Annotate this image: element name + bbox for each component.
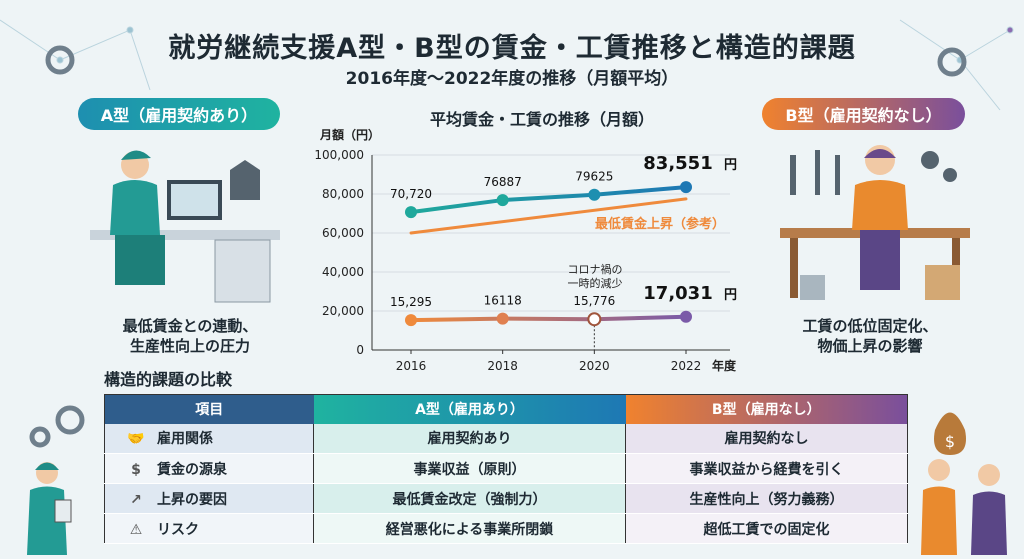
type-a-unit-label: 円 [724, 158, 737, 173]
row-type-a-value: 事業収益（原則） [313, 453, 626, 484]
type-a-data-label: 76887 [484, 175, 522, 189]
x-tick-label: 2022 [671, 359, 702, 373]
type-b-badge: B型（雇用契約なし） [762, 98, 965, 130]
type-b-unit-label: 円 [724, 288, 737, 303]
row-type-a-value: 経営悪化による事業所閉鎖 [313, 513, 626, 544]
y-tick-label: 60,000 [322, 226, 364, 240]
covid-annotation-line: 一時的減少 [568, 276, 623, 290]
type-b-data-point [587, 312, 602, 327]
type-b-data-label: 15,776 [573, 294, 615, 308]
office-worker-illustration [90, 150, 280, 303]
type-a-badge: A型（雇用契約あり） [78, 98, 280, 130]
row-item-label: リスク [157, 521, 199, 538]
type-a-data-label: 83,551 [643, 153, 712, 174]
type-a-series-line [409, 185, 688, 215]
type-b-data-point [680, 310, 692, 323]
type-b-data-point [496, 312, 509, 325]
type-a-caption-line: 生産性向上の圧力 [129, 337, 250, 355]
y-tick-label: 40,000 [322, 265, 364, 279]
type-a-data-label: 79625 [575, 170, 613, 184]
svg-text:$: $ [945, 432, 955, 451]
comparison-table: 項目 A型（雇用あり） B型（雇用なし） 🤝 雇用関係 雇用契約あり 雇用契約なし… [104, 394, 908, 544]
type-b-caption-line: 物価上昇の影響 [817, 337, 923, 355]
type-b-caption: 工賃の低位固定化、 物価上昇の影響 [770, 316, 970, 356]
header-type-b: B型（雇用なし） [625, 394, 908, 424]
workers-with-money-illustration: $ [921, 412, 1007, 555]
type-a-caption-line: 最低賃金との連動、 [122, 317, 258, 335]
type-a-data-point [405, 206, 417, 219]
type-b-data-label: 16118 [484, 294, 522, 308]
money-hand-icon: $ [131, 461, 141, 478]
page-subtitle: 2016年度〜2022年度の推移（月額平均） [345, 69, 679, 89]
row-item: ↗ 上昇の要因 [104, 483, 314, 514]
type-a-caption: 最低賃金との連動、 生産性向上の圧力 [90, 316, 290, 356]
table-row: 🤝 雇用関係 雇用契約あり 雇用契約なし [104, 423, 908, 454]
row-type-b-value: 雇用契約なし [625, 423, 908, 454]
x-tick-label: 2018 [487, 359, 518, 373]
header-type-a: A型（雇用あり） [313, 394, 626, 424]
table-row: ⚠ リスク 経営悪化による事業所閉鎖 超低工賃での固定化 [104, 513, 908, 544]
type-b-caption-line: 工賃の低位固定化、 [802, 317, 938, 335]
row-item: 🤝 雇用関係 [104, 423, 314, 454]
y-axis-label: 月額（円） [319, 127, 380, 142]
min-wage-line [409, 197, 688, 235]
y-tick-label: 20,000 [322, 304, 364, 318]
type-b-data-point [405, 314, 417, 327]
row-type-a-value: 最低賃金改定（強制力） [313, 483, 626, 514]
row-type-b-value: 事業収益から経費を引く [625, 453, 908, 484]
section-title: 構造的課題の比較 [104, 370, 233, 389]
table-row: ↗ 上昇の要因 最低賃金改定（強制力） 生産性向上（努力義務） [104, 483, 908, 514]
warning-icon: ⚠ [129, 521, 143, 538]
min-wage-label: 最低賃金上昇（参考） [595, 216, 725, 232]
type-a-data-label: 70,720 [390, 187, 432, 201]
type-a-data-point [588, 188, 601, 201]
worker-with-clipboard-illustration [27, 462, 72, 555]
row-type-b-value: 生産性向上（努力義務） [625, 483, 908, 514]
chart-title: 平均賃金・工賃の推移（月額） [429, 110, 654, 129]
craft-worker-illustration [780, 145, 970, 300]
type-a-data-point [496, 194, 509, 207]
row-item-label: 雇用関係 [157, 431, 213, 448]
growth-chart-icon: ↗ [130, 491, 142, 508]
gear-icon [29, 45, 967, 448]
row-type-b-value: 超低工賃での固定化 [625, 513, 908, 544]
y-tick-label: 0 [356, 343, 364, 357]
type-b-data-label: 15,295 [390, 295, 432, 309]
line-chart: 月額（円） 年度 0 20,000 40,000 60,000 80,000 100,00… [314, 127, 737, 373]
y-tick-label: 100,000 [314, 148, 364, 162]
row-type-a-value: 雇用契約あり [313, 423, 626, 454]
row-item-label: 賃金の源泉 [157, 461, 227, 478]
header-item: 項目 [104, 394, 314, 424]
y-tick-label: 80,000 [322, 187, 364, 201]
row-item: $ 賃金の源泉 [104, 453, 314, 484]
type-b-data-label: 17,031 [643, 283, 712, 304]
type-b-series-line [409, 314, 688, 323]
row-item: ⚠ リスク [104, 513, 314, 544]
covid-annotation-line: コロナ禍の [568, 262, 623, 276]
row-item-label: 上昇の要因 [157, 491, 227, 508]
x-axis-label: 年度 [712, 358, 737, 373]
x-tick-label: 2016 [396, 359, 427, 373]
handshake-icon: 🤝 [127, 431, 145, 448]
page-title: 就労継続支援A型・B型の賃金・工賃推移と構造的課題 [168, 33, 856, 64]
type-a-data-point [680, 181, 692, 194]
table-row: $ 賃金の源泉 事業収益（原則） 事業収益から経費を引く [104, 453, 908, 484]
x-tick-label: 2020 [579, 359, 610, 373]
